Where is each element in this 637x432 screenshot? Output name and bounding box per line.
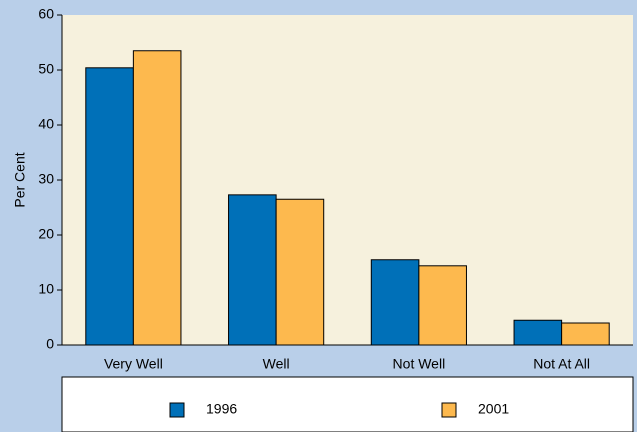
bar xyxy=(132,50,182,346)
y-tick-label: 50 xyxy=(38,61,54,77)
x-tick-label: Well xyxy=(263,356,290,372)
y-tick-label: 10 xyxy=(38,281,54,297)
y-tick-label: 40 xyxy=(38,116,54,132)
bar xyxy=(418,265,467,346)
x-tick-label: Not At All xyxy=(533,356,590,372)
legend-box xyxy=(61,376,634,432)
legend-label: 2001 xyxy=(478,401,509,417)
legend-swatch xyxy=(441,402,457,418)
bar xyxy=(85,67,134,346)
legend-label: 1996 xyxy=(206,401,237,417)
bar xyxy=(513,319,563,346)
bar xyxy=(228,194,277,346)
bar xyxy=(275,198,325,346)
x-tick-label: Not Well xyxy=(393,356,446,372)
x-tick-label: Very Well xyxy=(104,356,163,372)
legend-swatch xyxy=(169,402,185,418)
y-tick-label: 20 xyxy=(38,226,54,242)
bar xyxy=(561,322,610,346)
y-axis-label: Per Cent xyxy=(12,152,28,207)
y-tick-label: 30 xyxy=(38,171,54,187)
bar xyxy=(370,259,420,346)
y-tick-label: 0 xyxy=(46,336,54,352)
y-tick-label: 60 xyxy=(38,6,54,22)
